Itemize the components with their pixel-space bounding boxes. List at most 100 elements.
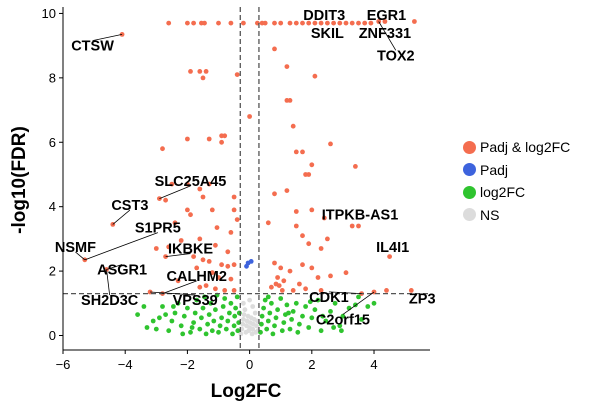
point-padj-log2fc (300, 262, 305, 268)
gene-label: SLC25A45 (155, 174, 227, 190)
point-padj-log2fc (216, 20, 221, 26)
gene-label: NSMF (55, 240, 96, 256)
gene-label: SH2D3C (81, 293, 139, 309)
point-log2fc (220, 304, 226, 309)
point-log2fc (259, 321, 264, 327)
point-padj-log2fc (185, 181, 190, 187)
point-log2fc (328, 309, 333, 314)
point-log2fc (267, 310, 273, 316)
point-padj-log2fc (325, 236, 330, 242)
point-padj-log2fc (328, 141, 333, 147)
point-ns (242, 307, 248, 313)
point-ns (240, 321, 246, 327)
gene-label: IKBKE (168, 242, 213, 258)
point-padj-log2fc (228, 20, 234, 26)
point-padj-log2fc (200, 194, 206, 200)
point-log2fc (185, 305, 190, 311)
point-padj-log2fc (197, 284, 203, 290)
label-leader-line (342, 291, 375, 315)
point-padj-log2fc (191, 20, 197, 26)
point-padj-log2fc (163, 254, 169, 259)
point-log2fc (169, 318, 175, 324)
point-log2fc (213, 307, 218, 313)
point-padj-log2fc (337, 20, 343, 26)
point-ns (250, 304, 256, 309)
point-log2fc (200, 305, 206, 311)
point-padj-log2fc (318, 288, 324, 293)
x-axis-title: Log2FC (211, 381, 282, 402)
point-padj-log2fc (197, 186, 203, 192)
point-log2fc (235, 328, 241, 334)
point-padj-log2fc (225, 263, 231, 269)
point-padj-log2fc (225, 249, 231, 255)
point-padj-log2fc (290, 288, 296, 293)
label-leader-line (378, 21, 397, 51)
point-ns (252, 310, 258, 316)
point-padj-log2fc (269, 284, 274, 290)
legend-swatch-ns (463, 208, 476, 222)
point-log2fc (178, 323, 184, 329)
x-tick-label: −4 (118, 357, 133, 372)
label-leader-line (84, 232, 158, 261)
point-log2fc (166, 328, 172, 334)
point-padj-log2fc (293, 149, 299, 155)
point-log2fc (211, 318, 217, 324)
point-log2fc (265, 318, 271, 324)
point-log2fc (279, 328, 285, 334)
point-padj-log2fc (349, 20, 355, 26)
point-log2fc (275, 307, 280, 313)
point-padj-log2fc (213, 286, 218, 292)
point-padj-log2fc (278, 20, 284, 26)
point-log2fc (160, 304, 165, 309)
point-log2fc (208, 300, 214, 306)
point-log2fc (286, 310, 291, 316)
point-log2fc (306, 325, 312, 330)
gene-label: ASGR1 (97, 262, 147, 278)
point-padj-log2fc (300, 149, 305, 155)
point-padj-log2fc (275, 275, 280, 280)
point-padj-log2fc (228, 230, 234, 235)
point-log2fc (312, 307, 318, 313)
point-log2fc (202, 294, 207, 300)
point-log2fc (289, 317, 294, 322)
gene-label: TOX2 (377, 48, 415, 64)
point-log2fc (278, 296, 284, 301)
point-log2fc (141, 304, 147, 309)
point-padj-log2fc (328, 273, 333, 279)
point-ns (241, 317, 246, 322)
point-log2fc (150, 318, 156, 324)
point-log2fc (236, 310, 242, 316)
point-padj-log2fc (185, 136, 190, 142)
point-padj-log2fc (163, 197, 169, 203)
axes: −6 −4 −2 0 2 4 0 2 4 6 8 10 (42, 6, 430, 372)
label-leader-line (112, 209, 131, 225)
point-log2fc (297, 321, 302, 327)
gene-label: ZNF331 (359, 26, 411, 42)
point-padj-log2fc (368, 20, 374, 26)
point-log2fc (356, 294, 361, 300)
point-padj-log2fc (200, 257, 206, 263)
gene-label: EGR1 (367, 8, 407, 24)
point-padj-log2fc (293, 223, 299, 229)
point-padj-log2fc (160, 146, 165, 152)
point-padj-log2fc (265, 220, 271, 226)
point-padj-log2fc (219, 139, 225, 145)
point-padj-log2fc (278, 265, 284, 271)
gene-label: IL4I1 (376, 240, 409, 256)
point-log2fc (323, 318, 329, 324)
point-padj-log2fc (272, 20, 277, 26)
point-log2fc (337, 323, 343, 329)
point-padj-log2fc (213, 242, 218, 248)
point-log2fc (219, 315, 225, 321)
label-leaders (75, 21, 397, 315)
point-log2fc (192, 310, 198, 316)
point-log2fc (273, 315, 279, 321)
point-padj-log2fc (234, 217, 240, 223)
point-padj-log2fc (362, 20, 368, 26)
point-padj-log2fc (297, 281, 302, 287)
legend-label: NS (480, 206, 500, 223)
point-padj-log2fc (309, 207, 315, 213)
point-padj-log2fc (384, 288, 389, 293)
point-log2fc (228, 300, 234, 306)
point-log2fc (303, 304, 308, 309)
